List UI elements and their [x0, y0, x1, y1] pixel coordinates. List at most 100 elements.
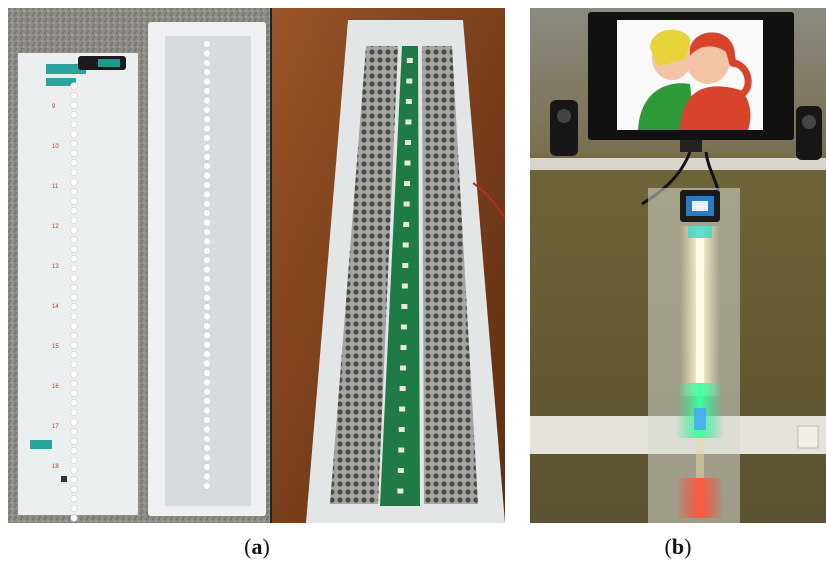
numbered-acrylic-strip: [18, 53, 138, 515]
pcb-led-chip: [404, 181, 411, 186]
pcb-led-chip: [403, 201, 410, 207]
led-dot: [70, 187, 78, 196]
led-dot: [70, 504, 78, 513]
led-dot: [70, 495, 78, 503]
wall-outlet: [797, 425, 819, 449]
led-dot: [203, 444, 211, 453]
strip-number: 10: [52, 144, 59, 150]
led-dot: [203, 181, 211, 189]
led-dot: [203, 218, 211, 227]
led-dot: [203, 134, 211, 142]
led-dots-column-1: [70, 82, 78, 522]
led-dot: [203, 77, 211, 86]
strip-number: 18: [52, 464, 59, 470]
led-dot: [70, 264, 78, 273]
led-dot: [70, 245, 78, 253]
pcb-led-chip: [397, 488, 404, 494]
pcb-led-chip: [406, 58, 413, 63]
led-dot: [203, 275, 211, 283]
led-dot: [70, 418, 78, 426]
controller-display: [680, 190, 720, 222]
led-dot: [203, 369, 211, 377]
pcb-led-chip: [400, 324, 407, 330]
led-dot: [70, 351, 78, 359]
pcb-led-chip: [405, 99, 412, 104]
led-dot: [70, 485, 78, 493]
led-dot: [70, 197, 78, 205]
led-dot: [203, 387, 211, 396]
led-dot: [70, 475, 78, 484]
pcb-led-chip: [399, 406, 406, 412]
pcb-led-chip: [401, 283, 408, 289]
led-dot: [203, 190, 211, 199]
led-dot: [203, 322, 211, 330]
led-dot: [203, 481, 211, 490]
led-dot: [203, 463, 211, 471]
photo-panel-b: [530, 8, 826, 523]
led-dot: [70, 120, 78, 129]
pcb-led-chip: [402, 263, 409, 268]
led-dot: [203, 256, 211, 265]
led-dot: [70, 399, 78, 407]
strip-number: 17: [52, 424, 59, 430]
led-white-core: [696, 226, 704, 396]
led-dot: [70, 178, 78, 186]
led-dot: [70, 226, 78, 234]
led-dot: [203, 312, 211, 321]
led-dot: [203, 331, 211, 340]
left-speaker: [550, 100, 578, 156]
led-dot: [70, 293, 78, 301]
strip-number: 15: [52, 344, 59, 350]
right-speaker: [796, 106, 822, 160]
caption-panel-a: (a): [244, 534, 270, 559]
photo-panel-a: 9 10 11 12 13 14 15 16 17 18: [8, 8, 505, 523]
led-dot: [70, 139, 78, 148]
led-dot: [70, 514, 78, 522]
led-dot: [203, 472, 211, 481]
pcb-led-chip: [399, 386, 406, 391]
pcb-led-chips: [397, 58, 413, 494]
strip-number: 12: [52, 224, 59, 230]
led-dot: [203, 416, 211, 424]
strip-number-column: 9 10 11 12 13 14 15 16 17 18: [52, 104, 59, 470]
led-dot: [70, 312, 78, 321]
led-dot: [70, 389, 78, 397]
pcb-led-chip: [398, 447, 405, 453]
led-dot: [203, 246, 211, 255]
led-dot: [70, 447, 78, 455]
led-dot: [203, 265, 211, 274]
led-dot: [70, 379, 78, 388]
led-dot: [70, 111, 78, 119]
led-dot: [70, 235, 78, 244]
led-dot: [203, 350, 211, 359]
pcb-led-chip: [401, 304, 408, 309]
perforated-metal-right: [422, 46, 478, 504]
photo-panel-a-svg: 9 10 11 12 13 14 15 16 17 18: [8, 8, 505, 523]
led-dot: [70, 331, 78, 340]
led-dot: [203, 162, 211, 171]
strip-number: 16: [52, 384, 59, 390]
strip-number: 11: [52, 184, 59, 190]
led-dots-column-2: [203, 40, 211, 490]
led-dot: [203, 425, 211, 434]
desk-edge: [530, 158, 826, 170]
led-dot: [70, 168, 78, 177]
led-dot: [203, 303, 211, 312]
led-dot: [70, 82, 78, 90]
led-dot: [203, 284, 211, 293]
led-dot: [203, 68, 211, 77]
led-dot: [70, 322, 78, 330]
pcb-led-chip: [400, 345, 407, 350]
led-dot: [70, 303, 78, 311]
led-dot: [203, 406, 211, 415]
pcb-led-chip: [403, 222, 410, 227]
led-dot: [203, 124, 211, 133]
led-dot: [70, 207, 78, 215]
pcb-led-chip: [406, 78, 413, 84]
led-dot: [70, 456, 78, 465]
led-dot: [203, 49, 211, 58]
pcb-led-chip: [404, 160, 411, 166]
monitor: [588, 12, 794, 152]
pcb-led-chip: [397, 468, 404, 473]
strip-number: 9: [52, 104, 56, 110]
